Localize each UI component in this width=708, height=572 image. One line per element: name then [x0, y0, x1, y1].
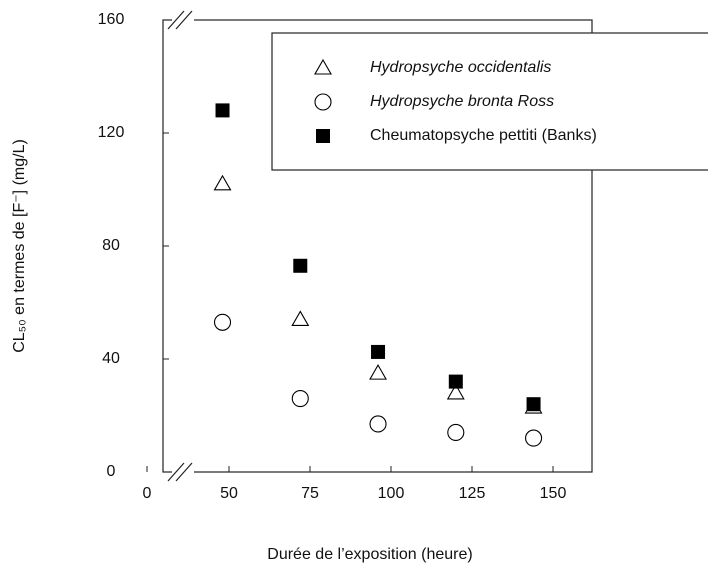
x-tick-label: 50: [220, 485, 238, 502]
legend-label: Hydropsyche occidentalis: [370, 59, 551, 76]
legend-label: Cheumatopsyche pettiti (Banks): [370, 127, 597, 144]
legend-marker: [314, 58, 332, 75]
legend-marker: [314, 93, 332, 111]
legend-marker: [316, 129, 330, 143]
x-tick-label: 100: [378, 485, 405, 502]
point: [293, 258, 308, 273]
axis-break-gap: [172, 468, 194, 476]
point: [371, 344, 386, 359]
y-tick-label: 0: [107, 463, 116, 480]
point: [448, 374, 463, 389]
point: [291, 389, 309, 408]
point: [291, 310, 310, 326]
point: [213, 174, 232, 191]
point: [215, 103, 230, 118]
point: [526, 397, 541, 412]
y-tick-label: 40: [102, 350, 120, 367]
point: [446, 383, 465, 400]
point: [525, 429, 543, 447]
point: [369, 364, 387, 380]
axis-break-mark: [167, 462, 185, 482]
x-tick-label: 125: [459, 485, 486, 502]
x-tick-label: 0: [143, 485, 152, 502]
x-axis-label: Durée de l’exposition (heure): [267, 546, 472, 563]
axis-break-mark: [175, 462, 193, 482]
y-tick-label: 160: [98, 11, 125, 28]
x-tick-label: 150: [540, 485, 567, 502]
axis-break-gap: [172, 16, 194, 24]
y-axis-label: CL₅₀ en termes de [F⁻] (mg/L): [11, 139, 28, 353]
x-tick-label: 75: [301, 485, 319, 502]
point: [213, 313, 232, 331]
point: [369, 415, 387, 433]
y-tick-label: 120: [98, 124, 125, 141]
point: [447, 423, 465, 442]
legend-box: [271, 32, 708, 171]
y-tick-label: 80: [102, 237, 120, 254]
legend-label: Hydropsyche bronta Ross: [370, 93, 554, 110]
axis-break-mark: [175, 10, 193, 30]
axis-break-mark: [167, 10, 185, 30]
